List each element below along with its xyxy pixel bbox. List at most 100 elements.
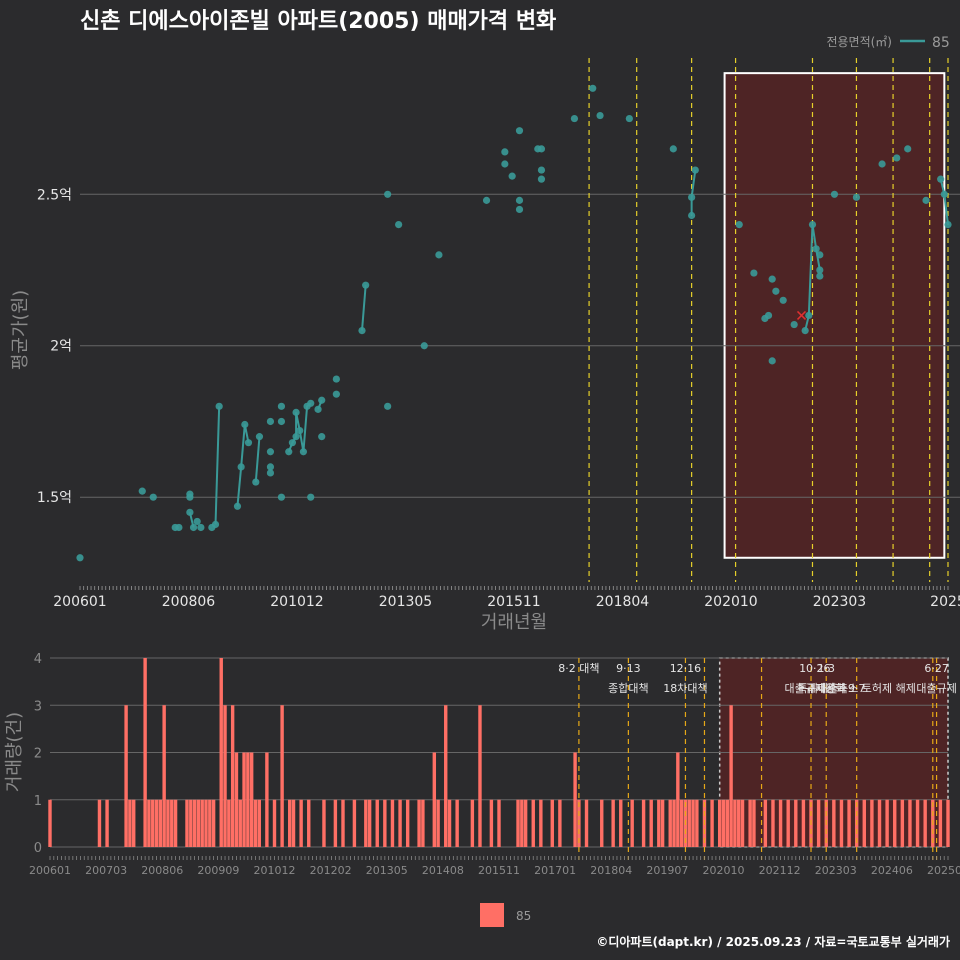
bar [847,799,851,847]
y-tick-label: 1 [34,794,42,809]
data-point [277,493,286,501]
bar [573,752,577,847]
bar [211,799,216,847]
data-point [318,433,326,441]
annotation-label: 규제완화 [806,682,846,695]
bar [668,799,672,847]
data-point [570,114,579,123]
x-axis-title: 거래년월 [481,612,547,633]
bar [390,799,395,847]
bar [691,799,695,847]
bar [672,799,676,847]
data-point [878,160,886,168]
bar [288,799,292,847]
data-point [211,520,220,529]
bar [497,799,501,847]
bar [687,799,691,847]
series-line [361,285,367,331]
bar [227,799,231,847]
bar [478,705,482,847]
bar [737,799,741,847]
data-point [537,175,546,183]
bar [143,658,147,847]
bar [299,799,303,847]
x-tick-label: 202010 [703,864,745,877]
annotation-date: 1·3 [817,662,835,675]
bar [900,799,905,847]
bar [307,799,311,847]
bar [383,799,387,847]
annotation-label: 9·7 [848,682,866,695]
annotation-label: 대출규제 [916,682,956,695]
bar [558,799,562,847]
bar [223,705,227,847]
data-point [589,84,597,92]
bar [771,799,775,847]
data-point [266,417,275,426]
annotation-date: 6·27 [924,662,949,675]
x-marker [796,310,807,320]
data-point [76,554,84,562]
annotation-label: 대출규제강화 [784,682,845,695]
bar [398,799,402,847]
bar [105,799,109,847]
bar [200,799,204,847]
bar [333,799,338,847]
x-tick-label: 201012 [270,594,323,610]
bar [166,799,170,847]
x-tick-label: 201012 [254,864,296,877]
y-tick-label: 0 [34,841,42,856]
series-line [214,406,221,525]
bar [729,705,733,847]
bar [170,799,174,847]
x-tick-label: 200806 [141,864,183,877]
data-point [241,420,249,429]
bar [923,799,927,847]
y-tick-label: 2.5억 [37,187,72,203]
bar [908,799,912,847]
bar [832,799,836,847]
data-point [922,196,930,204]
bar [185,799,189,847]
data-point [940,190,948,198]
data-point [255,433,264,441]
x-tick-label: 200601 [29,864,71,877]
data-point [669,145,677,153]
x-tick-label: 201511 [487,594,540,610]
legend-swatch [480,903,504,927]
annotation-label: 특례대출축소 토허제 해제 [798,681,916,695]
bar [584,799,589,847]
data-point [175,523,183,532]
data-point [299,448,308,456]
series-line [254,436,261,483]
bar [421,799,425,847]
data-point [266,463,275,471]
bar [531,799,535,847]
y-tick-label: 2 [34,747,42,762]
bar [938,799,943,847]
bar [794,799,798,847]
data-point [266,469,275,477]
bar [641,799,646,847]
bar [862,799,866,847]
data-point [277,402,286,410]
bar [763,799,768,847]
bar [870,799,874,847]
bar [97,799,102,847]
bar [192,799,197,847]
bar [839,799,844,847]
bar [660,799,665,847]
data-point [537,145,546,153]
bar [721,799,726,847]
x-tick-label: 201305 [366,864,408,877]
data-point [515,127,524,135]
bar [877,799,882,847]
data-point [790,320,798,329]
bar [619,799,623,847]
bar [516,799,520,847]
bar [611,799,615,847]
data-point [515,196,524,204]
annotation-label: 종합대책 [608,682,648,695]
bar [128,799,132,847]
data-point [138,487,146,495]
